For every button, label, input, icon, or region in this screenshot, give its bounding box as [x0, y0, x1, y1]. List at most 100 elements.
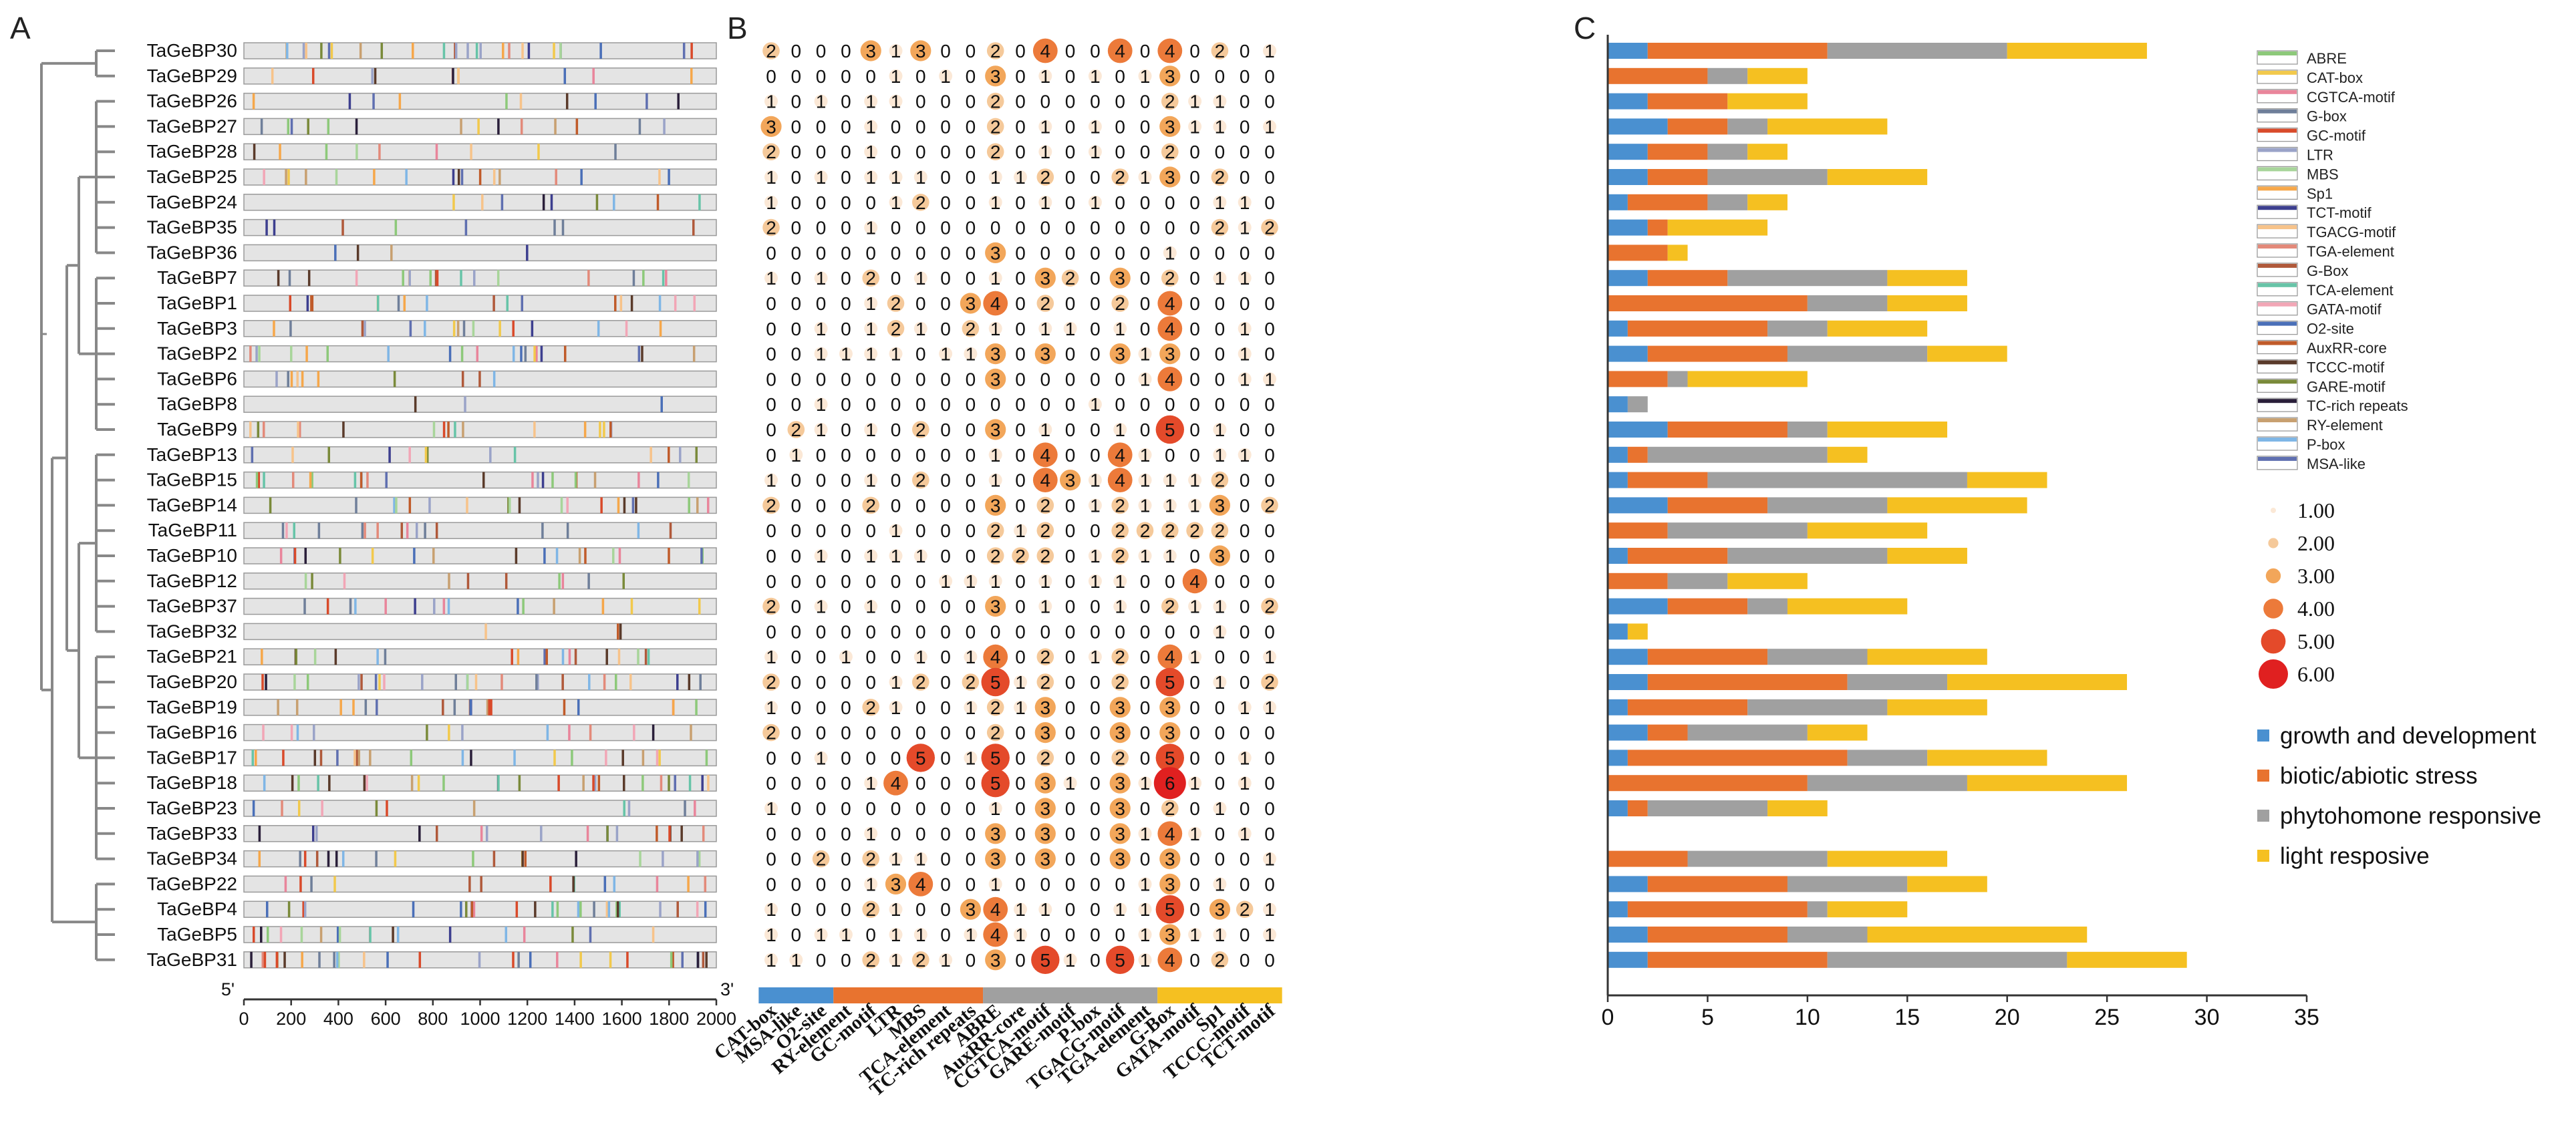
count-value: 0 — [891, 242, 901, 263]
count-axis: 0 5 10 15 20 25 30 35 — [1602, 35, 2319, 1030]
motif-mark — [371, 67, 374, 84]
count-value: 2 — [990, 116, 1001, 137]
motif-mark — [549, 876, 552, 892]
count-value: 0 — [1215, 369, 1226, 389]
count-value: 0 — [1065, 495, 1076, 516]
count-value: 2 — [766, 495, 776, 516]
motif-mark — [488, 699, 490, 715]
motif-mark — [485, 825, 488, 842]
count-value: 0 — [940, 899, 951, 920]
gene-label-TaGeBP9: TaGeBP9 — [157, 419, 237, 440]
motif-mark — [448, 927, 452, 943]
count-value: 0 — [1015, 824, 1026, 844]
count-bubble — [864, 776, 878, 790]
count-value: 0 — [940, 723, 951, 744]
motif-mark — [474, 674, 478, 690]
count-value: 0 — [816, 723, 827, 744]
count-value: 0 — [1189, 849, 1200, 870]
count-value: 2 — [1115, 672, 1125, 693]
bar-segment — [1707, 194, 1748, 210]
count-bubble — [1088, 650, 1102, 664]
count-value: 0 — [865, 621, 876, 642]
count-bubble — [1161, 92, 1179, 110]
axis-tick-label: 25 — [2094, 1005, 2120, 1030]
count-value: 0 — [841, 445, 851, 466]
count-value: 0 — [1065, 824, 1076, 844]
count-bubble — [1014, 700, 1027, 714]
count-value: 0 — [865, 723, 876, 744]
cis-element-count-matrix: 2 0 0 0 3 1 3 0 0 2 0 4 0 0 4 0 4 0 2 0 10 0 0 0 0 1 0 1 0 3 0 1 0 1 0 1 3 0 0… — [760, 38, 1278, 975]
count-bubble — [764, 195, 778, 209]
count-bubble — [1159, 848, 1181, 870]
gene-label-TaGeBP21: TaGeBP21 — [147, 646, 237, 667]
count-value: 0 — [966, 824, 976, 844]
count-value: 2 — [915, 420, 926, 440]
count-value: 0 — [940, 167, 951, 188]
legend-label: AuxRR-core — [2307, 340, 2387, 357]
count-bubble — [1188, 498, 1202, 512]
count-bubble — [1157, 291, 1183, 316]
count-value: 2 — [990, 520, 1001, 541]
count-value: 0 — [766, 621, 776, 642]
count-value: 0 — [940, 546, 951, 566]
count-value: 0 — [891, 142, 901, 162]
count-bubble — [912, 673, 929, 691]
count-value: 0 — [966, 723, 976, 744]
legend-label: TCCC-motif — [2307, 359, 2385, 375]
motif-mark — [361, 522, 364, 539]
count-value: 0 — [1015, 116, 1026, 137]
count-value: 1 — [1240, 748, 1250, 768]
motif-mark — [492, 371, 496, 387]
bar-segment — [1627, 548, 1728, 564]
motif-mark — [555, 548, 559, 564]
count-value: 2 — [915, 192, 926, 213]
legend-label: G-box — [2307, 108, 2347, 125]
count-value: 0 — [841, 546, 851, 566]
count-value: 0 — [940, 293, 951, 314]
count-bubble — [864, 877, 878, 891]
count-value: 0 — [865, 798, 876, 819]
bar-segment — [1727, 270, 1888, 287]
count-value: 0 — [940, 647, 951, 667]
count-value: 0 — [990, 621, 1001, 642]
motif-mark — [287, 118, 290, 135]
motif-mark — [386, 800, 388, 816]
count-bubble — [1261, 673, 1278, 691]
motif-mark — [698, 194, 701, 210]
count-bubble — [1032, 442, 1058, 468]
count-value: 2 — [915, 672, 926, 693]
motif-mark — [302, 901, 305, 918]
motif-mark — [373, 169, 376, 185]
count-value: 1 — [1040, 66, 1051, 87]
motif-mark — [435, 522, 438, 539]
count-value: 1 — [891, 344, 901, 365]
count-value: 0 — [1015, 242, 1026, 263]
motif-mark — [571, 927, 574, 943]
bar-segment — [1687, 850, 1828, 867]
count-bubble — [912, 951, 929, 969]
bar-segment — [1807, 775, 1967, 792]
bar-segment — [1707, 472, 1967, 488]
motif-mark — [279, 548, 283, 564]
count-value: 0 — [1015, 142, 1026, 162]
count-value: 1 — [1189, 597, 1200, 617]
count-value: 2 — [1040, 546, 1051, 566]
bar-segment — [1647, 674, 1848, 690]
motif-mark — [406, 522, 409, 539]
motif-mark — [288, 270, 291, 287]
end-5-label: 5' — [221, 979, 235, 999]
count-value: 0 — [1264, 773, 1275, 794]
motif-mark — [400, 522, 404, 539]
legend-label: GATA-motif — [2307, 301, 2382, 318]
count-value: 0 — [1065, 192, 1076, 213]
motif-mark — [435, 144, 438, 160]
count-bubble — [1155, 415, 1185, 444]
count-value: 3 — [990, 344, 1001, 365]
count-value: 0 — [940, 319, 951, 339]
count-bubble — [889, 44, 903, 57]
count-value: 0 — [1215, 849, 1226, 870]
count-value: 1 — [940, 344, 951, 365]
count-value: 0 — [940, 242, 951, 263]
count-value: 1 — [990, 268, 1001, 289]
motif-mark — [426, 724, 428, 741]
